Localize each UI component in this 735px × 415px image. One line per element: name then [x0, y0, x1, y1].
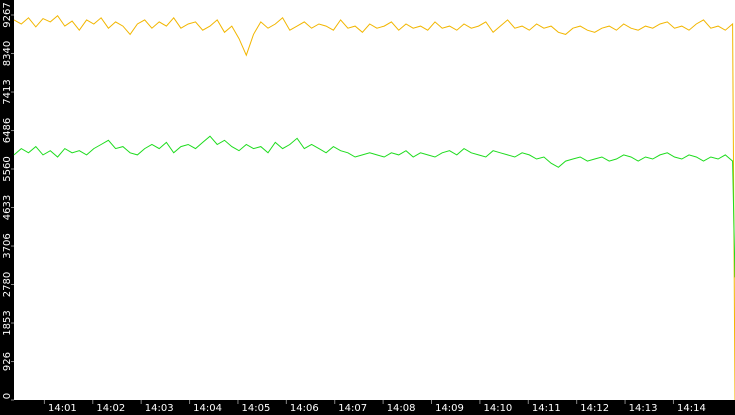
y-tick-label: 3706	[2, 233, 13, 258]
x-tick-label: 14:02	[96, 403, 125, 414]
series-line	[13, 135, 735, 278]
y-tick-label: 9267	[2, 2, 13, 27]
y-tick-label: 7413	[2, 79, 13, 104]
y-tick-label: 5560	[2, 156, 13, 181]
x-tick-label: 14:12	[580, 403, 609, 414]
x-tick-label: 14:01	[48, 403, 77, 414]
y-tick-label: 2780	[2, 272, 13, 297]
x-tick-label: 14:13	[629, 403, 658, 414]
x-tick-label: 14:04	[193, 403, 222, 414]
y-tick-label: 926	[2, 352, 13, 371]
y-tick-label: 1853	[2, 310, 13, 335]
plot-area	[14, 0, 735, 400]
x-tick-label: 14:08	[387, 403, 416, 414]
x-tick-label: 14:10	[483, 403, 512, 414]
y-tick-label: 4633	[2, 195, 13, 220]
x-tick-label: 14:11	[532, 403, 561, 414]
x-tick-label: 14:07	[338, 403, 367, 414]
x-tick-label: 14:06	[290, 403, 319, 414]
y-tick-label: 8340	[2, 41, 13, 66]
y-tick-label: 0	[2, 393, 13, 399]
x-tick-label: 14:03	[145, 403, 174, 414]
x-tick-label: 14:14	[677, 403, 706, 414]
y-tick-label: 6486	[2, 118, 13, 143]
x-tick-label: 14:05	[242, 403, 271, 414]
series-line	[13, 14, 735, 401]
x-tick-label: 14:09	[435, 403, 464, 414]
